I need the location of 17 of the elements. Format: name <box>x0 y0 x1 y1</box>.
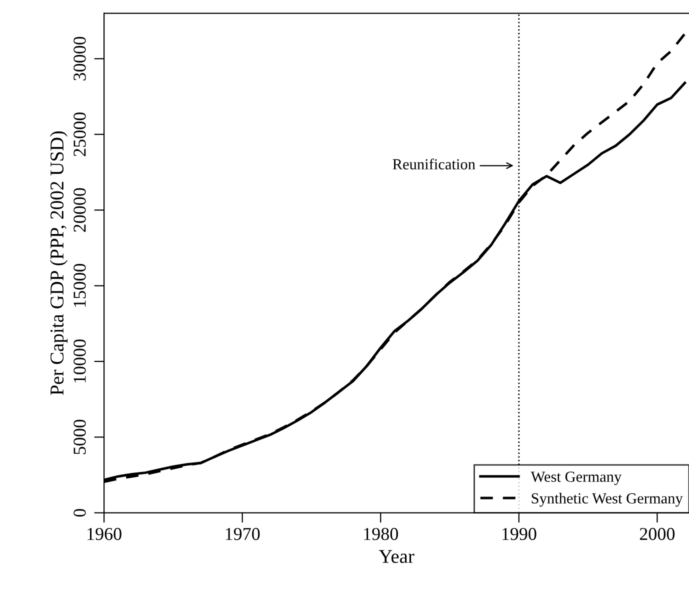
x-axis-title: Year <box>378 550 414 563</box>
y-tick-label: 20000 <box>74 188 86 232</box>
y-axis-title: Per Capita GDP (PPP, 2002 USD) <box>50 131 68 395</box>
y-tick-label: 10000 <box>74 340 86 382</box>
x-tick-label: 1990 <box>502 528 536 540</box>
x-tick-label: 1970 <box>226 528 260 540</box>
x-tick-label: 1960 <box>88 528 122 540</box>
legend-label: Synthetic West Germany <box>532 492 683 507</box>
x-tick-label: 2000 <box>640 528 675 540</box>
y-tick-label: 15000 <box>74 264 86 307</box>
annotation: Reunification <box>392 158 476 170</box>
legend-label: West Germany <box>530 472 622 486</box>
y-tick-label: 25000 <box>74 112 86 156</box>
x-tick-label: 1980 <box>364 528 398 540</box>
y-tick-label: 30000 <box>74 36 86 80</box>
y-tick-label: 5000 <box>74 420 86 454</box>
y-tick-label: 0 <box>74 508 86 517</box>
